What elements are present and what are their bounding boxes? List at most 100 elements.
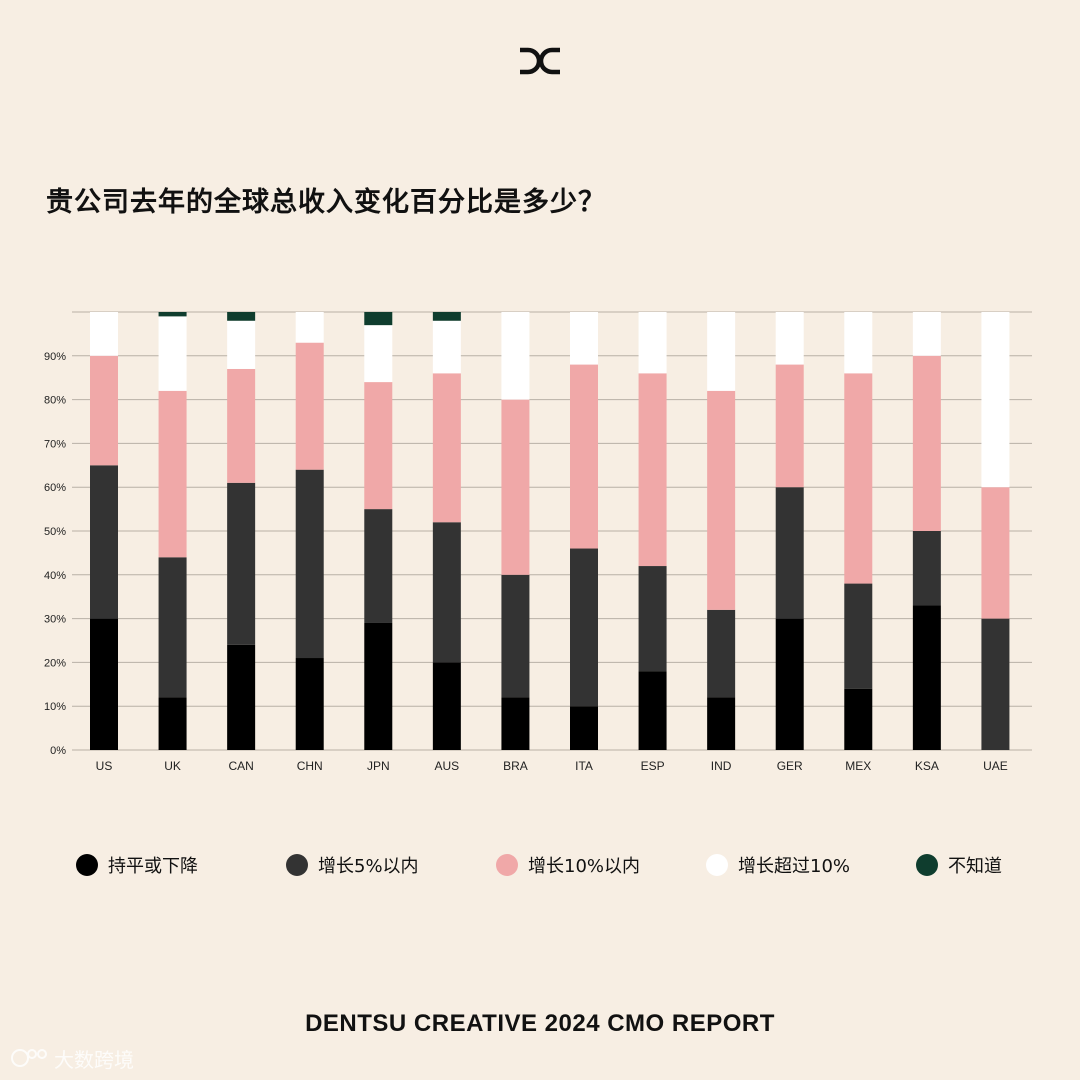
legend-dot-icon — [916, 854, 938, 876]
y-tick-label: 0% — [50, 745, 66, 757]
legend-label: 增长10%以内 — [528, 856, 641, 877]
y-tick-label: 90% — [44, 351, 66, 363]
bar-segment — [981, 487, 1010, 619]
legend-item: 增长5%以内 — [286, 850, 419, 880]
y-tick-label: 20% — [44, 657, 66, 669]
legend-dot-icon — [706, 854, 728, 876]
bar-segment — [638, 566, 667, 672]
bar-segment — [844, 312, 873, 374]
bar-segment — [570, 548, 598, 707]
legend-item: 增长10%以内 — [496, 850, 640, 880]
legend-label: 不知道 — [948, 856, 1002, 877]
bar-segment — [364, 622, 393, 750]
legend-dot-icon — [286, 854, 308, 876]
y-tick-label: 50% — [44, 526, 66, 538]
legend-label: 增长5%以内 — [318, 856, 419, 877]
bar-segment — [501, 399, 530, 575]
x-tick-label: BRA — [503, 759, 528, 773]
bar-segment — [295, 469, 324, 659]
bar-segment — [158, 557, 187, 698]
watermark: 大数跨境 — [10, 1044, 134, 1072]
bar-segment — [90, 312, 118, 356]
bar-segment — [158, 697, 187, 750]
bar-segment — [501, 574, 530, 698]
report-footer: DENTSU CREATIVE 2024 CMO REPORT — [305, 1010, 775, 1037]
bar-segment — [364, 312, 393, 326]
y-tick-label: 40% — [44, 570, 66, 582]
legend-item: 增长超过10% — [706, 850, 850, 880]
bar-segment — [227, 312, 256, 321]
bar-segment — [912, 355, 941, 531]
bar-segment — [638, 373, 667, 567]
x-tick-label: UK — [164, 759, 181, 773]
y-tick-label: 60% — [44, 482, 66, 494]
bar-segment — [912, 531, 941, 606]
x-tick-label: ESP — [641, 759, 665, 773]
bar-segment — [501, 697, 530, 750]
bar-segment — [295, 658, 324, 750]
bar-segment — [844, 688, 873, 750]
bar-segment — [912, 605, 941, 750]
bar-segment — [90, 618, 118, 750]
bar-segment — [638, 671, 667, 750]
bar-segment — [707, 697, 736, 750]
bar-segment — [775, 618, 804, 750]
bar-segment — [844, 583, 873, 689]
x-tick-label: CHN — [297, 759, 323, 773]
x-tick-label: KSA — [915, 759, 939, 773]
x-tick-label: IND — [711, 759, 732, 773]
bar-segment — [158, 316, 187, 391]
bar-segment — [912, 312, 941, 356]
legend-item: 持平或下降 — [76, 850, 198, 880]
bar-segment — [90, 465, 118, 619]
bar-segment — [227, 482, 256, 645]
bar-segment — [775, 487, 804, 619]
legend-dot-icon — [496, 854, 518, 876]
bar-segment — [432, 320, 461, 374]
bar-segment — [707, 609, 736, 698]
x-tick-label: MEX — [845, 759, 871, 773]
bar-segment — [570, 364, 598, 549]
bar-segment — [158, 312, 187, 317]
bar-segment — [295, 342, 324, 470]
x-tick-label: ITA — [575, 759, 593, 773]
x-tick-label: JPN — [367, 759, 390, 773]
chart-title: 贵公司去年的全球总收入变化百分比是多少？ — [46, 187, 606, 218]
y-tick-label: 70% — [44, 438, 66, 450]
bar-segment — [775, 312, 804, 365]
x-tick-label: UAE — [983, 759, 1008, 773]
bar-segment — [90, 355, 118, 466]
bar-segment — [295, 312, 324, 343]
bar-segment — [570, 312, 598, 365]
legend-label: 持平或下降 — [108, 856, 198, 877]
bar-segment — [981, 312, 1010, 488]
bar-segment — [501, 312, 530, 400]
bar-segment — [227, 368, 256, 483]
bar-segment — [364, 509, 393, 623]
legend-label: 增长超过10% — [738, 856, 851, 877]
stacked-bar-chart: 0% 10% 20% 30% 40% 50% 60% 70% 80% 90% US UK CAN CHN J… — [44, 311, 1032, 773]
x-tick-label: AUS — [435, 759, 460, 773]
bar-segment — [432, 312, 461, 321]
x-tick-label: GER — [777, 759, 803, 773]
bar-segment — [158, 390, 187, 558]
y-tick-label: 10% — [44, 701, 66, 713]
bar-segment — [707, 312, 736, 391]
bar-segment — [775, 364, 804, 488]
chart-legend: 持平或下降 增长5%以内 增长10%以内 增长超过10% 不知道 — [76, 850, 1036, 880]
x-tick-label: US — [96, 759, 113, 773]
legend-item: 不知道 — [916, 850, 1002, 880]
watermark-text: 大数跨境 — [54, 1047, 134, 1072]
bar-segment — [227, 644, 256, 750]
bar-segment — [638, 312, 667, 374]
dentsu-creative-logo — [520, 47, 560, 75]
bar-segment — [432, 522, 461, 663]
y-tick-label: 80% — [44, 395, 66, 407]
bar-segment — [707, 390, 736, 610]
bar-segment — [844, 373, 873, 584]
bar-segment — [432, 373, 461, 523]
bar-segment — [227, 320, 256, 369]
bar-segment — [981, 618, 1010, 750]
bar-segment — [570, 706, 598, 750]
x-tick-label: CAN — [228, 759, 253, 773]
